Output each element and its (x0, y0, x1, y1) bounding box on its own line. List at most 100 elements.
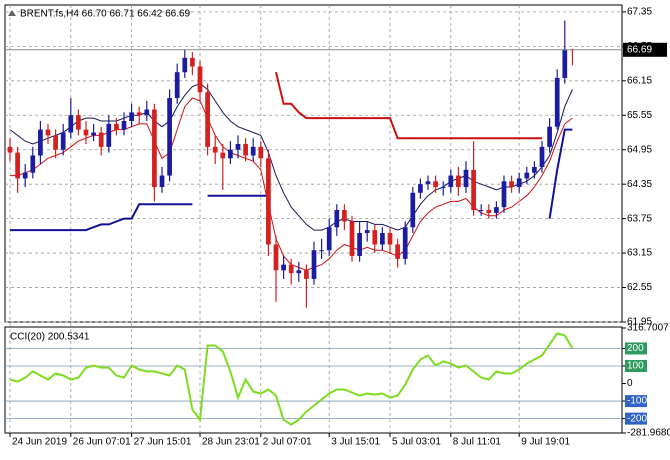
x-tick-label: 5 Jul 03:01 (392, 437, 441, 448)
candle-body (387, 232, 393, 245)
candle-body (319, 250, 324, 252)
candle-body (463, 169, 469, 188)
candle-body (501, 181, 507, 208)
candle-body (418, 184, 423, 193)
indicator-line (10, 128, 573, 232)
candle-body (448, 175, 454, 188)
candle-body (76, 115, 81, 130)
candle-body (38, 129, 43, 156)
candle-body (273, 244, 279, 271)
candle-body (516, 178, 522, 188)
chart-title: BRENT.fs,H4 66.70 66.71 66.42 66.69 (20, 9, 191, 20)
candle-body (60, 132, 66, 150)
candle-body (532, 166, 537, 173)
candle-body (440, 187, 446, 189)
y-tick-label: 64.35 (627, 179, 652, 190)
y-tick-label: 62.55 (627, 282, 652, 293)
candle-body (364, 230, 370, 233)
indicator-line (275, 71, 542, 140)
candle-body (152, 109, 157, 188)
y-tick-label: 200 (627, 343, 644, 354)
level-box (625, 360, 647, 373)
candle-body (45, 129, 51, 136)
candle-body (212, 146, 218, 153)
candle-body (174, 72, 180, 99)
y-tick-label: 100 (627, 361, 644, 372)
candle-body (288, 264, 294, 274)
candle-body (349, 221, 355, 256)
candle-body (30, 155, 36, 173)
icon-shape (8, 10, 16, 16)
candle-body (220, 152, 226, 159)
candle-body (15, 152, 20, 179)
candle-body (395, 244, 400, 259)
candle-body (539, 146, 545, 167)
candle-body (456, 175, 461, 188)
last-price-box (623, 42, 667, 57)
candle-body (562, 49, 568, 78)
cci-line (9, 332, 574, 426)
candle-body (357, 232, 362, 256)
candle-body (53, 135, 58, 150)
candle-body (182, 57, 188, 73)
level-box (625, 412, 647, 425)
candle-body (478, 210, 484, 212)
candle-body (425, 181, 431, 185)
candle-body (235, 143, 241, 150)
candle-body (554, 77, 560, 127)
candle-body (410, 192, 416, 228)
candle-body (136, 112, 142, 116)
candle-body (243, 143, 248, 156)
candle-body (98, 132, 104, 147)
y-tick-label: -200 (627, 413, 647, 424)
y-tick-label: 63.15 (627, 248, 652, 259)
candle-body (68, 115, 74, 133)
candle-body (486, 210, 492, 213)
candle-body (334, 210, 340, 228)
x-tick-label: 27 Jun 15:01 (134, 437, 192, 448)
y-tick-label: 0 (627, 378, 633, 389)
y-tick-label: 64.95 (627, 144, 652, 155)
candle-body (494, 207, 499, 213)
candle-body (311, 250, 317, 279)
candle-body (402, 227, 408, 259)
x-tick-label: 9 Jul 19:01 (521, 437, 570, 448)
x-tick-label: 26 Jun 07:01 (73, 437, 131, 448)
candle-body (114, 123, 119, 130)
x-tick-label: 2 Jul 07:01 (263, 437, 312, 448)
y-tick-label: 67.35 (627, 7, 652, 18)
y-tick-label: 65.55 (627, 110, 652, 121)
candle-body (296, 270, 302, 274)
level-box (625, 342, 647, 355)
candle-body (106, 123, 112, 147)
last-price-label: 66.69 (627, 44, 652, 55)
cci-title: CCI(20) 200.5341 (10, 332, 90, 343)
candle-body (197, 66, 203, 93)
candle-body (372, 230, 378, 245)
candle-body (190, 57, 195, 67)
candle-body (22, 172, 28, 179)
y-tick-label: 66.15 (627, 75, 652, 86)
candle-body (228, 149, 233, 159)
candle-body (121, 121, 127, 130)
candle-body (524, 172, 530, 179)
candle-body (433, 181, 438, 188)
candle-body (258, 146, 264, 159)
candle-body (471, 169, 476, 211)
candle-body (509, 181, 514, 188)
candle-body (205, 92, 210, 147)
candle-body (547, 126, 552, 147)
candle-body (342, 210, 347, 222)
candle-body (250, 146, 256, 156)
indicator-line (9, 83, 573, 231)
candle-body (266, 158, 271, 245)
candle-body (7, 146, 13, 153)
x-tick-label: 8 Jul 11:01 (453, 437, 502, 448)
candle-body (281, 264, 286, 271)
candle-body (159, 175, 165, 188)
x-tick-label: 28 Jun 23:01 (202, 437, 260, 448)
candle-body (326, 227, 332, 251)
